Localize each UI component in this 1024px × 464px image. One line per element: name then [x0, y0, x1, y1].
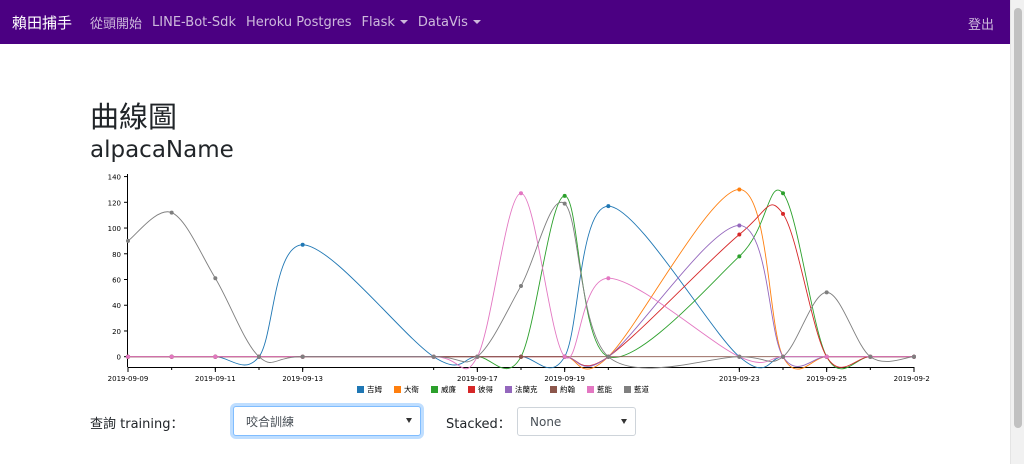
legend-label: 法蘭克 [515, 384, 538, 394]
logout-link[interactable]: 登出 [967, 18, 994, 33]
x-tick-label: 2019-09-23 [719, 375, 760, 383]
x-tick-label: 2019-09-27 [894, 375, 930, 383]
data-point [213, 354, 218, 359]
data-point [169, 210, 174, 215]
data-point [519, 354, 523, 359]
series-line [128, 188, 914, 370]
data-point [562, 201, 567, 206]
legend-swatch [394, 386, 401, 393]
nav-item-heroku-postgres[interactable]: Heroku Postgres [245, 14, 352, 30]
x-tick-label: 2019-09-25 [806, 375, 847, 383]
data-point [824, 354, 829, 359]
legend-label: 吉姆 [367, 384, 382, 394]
y-tick-label: 40 [112, 302, 121, 310]
legend-label: 彼得 [478, 384, 493, 394]
data-point [519, 191, 523, 196]
y-tick-label: 0 [117, 354, 121, 362]
data-point [737, 187, 742, 192]
legend-label: 威廉 [441, 384, 456, 394]
data-point [431, 354, 436, 359]
nav-dropdown-datavis-label: DataVis [417, 14, 468, 30]
training-select[interactable]: 咬合訓練 [233, 406, 421, 436]
data-point [126, 354, 130, 359]
legend-swatch [431, 386, 438, 393]
data-point [781, 354, 785, 359]
data-point [737, 223, 742, 228]
data-point [169, 354, 174, 359]
data-point [781, 191, 785, 196]
data-point [126, 238, 130, 243]
x-tick-label: 2019-09-11 [195, 375, 236, 383]
navbar: 賴田捕手 從頭開始 LINE-Bot-Sdk Heroku Postgres F… [0, 0, 1010, 44]
page-scrollbar[interactable] [1010, 0, 1024, 464]
data-point [606, 276, 611, 281]
x-tick-label: 2019-09-13 [282, 375, 323, 383]
series-line [128, 192, 914, 370]
nav-item-start[interactable]: 從頭開始 [90, 16, 143, 32]
data-point [737, 254, 742, 259]
stacked-label: Stacked： [446, 417, 511, 432]
y-tick-label: 80 [112, 251, 121, 259]
data-point [519, 283, 523, 288]
nav-item-line-bot-sdk[interactable]: LINE-Bot-Sdk [152, 14, 236, 30]
chevron-down-icon [472, 20, 481, 24]
data-point [257, 354, 261, 359]
nav-dropdown-flask-label: Flask [361, 14, 395, 30]
data-point [562, 193, 567, 198]
y-tick-label: 100 [108, 225, 121, 233]
series-line [127, 201, 915, 369]
stacked-select-value: None [530, 414, 562, 429]
nav-dropdown-flask[interactable]: Flask [362, 15, 408, 30]
scrollbar-thumb[interactable] [1014, 8, 1022, 428]
y-tick-label: 20 [112, 328, 121, 336]
page-title: 曲線圖 [90, 100, 178, 134]
legend-label: 藍能 [597, 384, 612, 394]
data-point [868, 354, 873, 359]
series-line [128, 225, 914, 367]
series-line [128, 189, 914, 370]
legend-swatch [624, 386, 631, 393]
line-chart: 0 20 40 60 80 100 120 140 2019-09-09 2019-09-11 20… [108, 174, 930, 394]
y-tick-label: 60 [112, 277, 121, 285]
data-point [824, 290, 829, 295]
data-point [562, 354, 567, 359]
data-point [737, 232, 742, 237]
training-label: 查詢 training： [90, 417, 184, 432]
stacked-select[interactable]: None [517, 407, 636, 436]
data-point [781, 211, 785, 216]
legend-label: 藍道 [634, 384, 649, 394]
chevron-down-icon [399, 20, 408, 24]
data-point [213, 276, 218, 281]
training-select-value: 咬合訓練 [246, 414, 295, 429]
brand-link[interactable]: 賴田捕手 [12, 13, 73, 32]
data-point [300, 242, 305, 247]
legend-swatch [587, 386, 594, 393]
x-tick-label: 2019-09-19 [544, 375, 585, 383]
page-subtitle: alpacaName [90, 137, 234, 163]
nav-dropdown-datavis[interactable]: DataVis [418, 15, 481, 30]
data-point [606, 204, 611, 209]
data-point [606, 354, 611, 359]
select-arrow-icon [406, 418, 412, 423]
data-point [737, 354, 742, 359]
data-point [912, 354, 916, 359]
legend-swatch [357, 386, 364, 393]
data-point [300, 354, 305, 359]
legend-label: 大衛 [404, 384, 419, 394]
legend-swatch [468, 386, 475, 393]
select-arrow-icon [621, 419, 627, 424]
data-point [475, 354, 480, 359]
legend-swatch [550, 386, 557, 393]
y-tick-label: 140 [108, 174, 121, 182]
x-tick-label: 2019-09-09 [108, 375, 149, 383]
legend-label: 約翰 [560, 384, 575, 394]
y-tick-label: 120 [108, 199, 121, 207]
legend-swatch [505, 386, 512, 393]
x-tick-label: 2019-09-17 [457, 375, 498, 383]
